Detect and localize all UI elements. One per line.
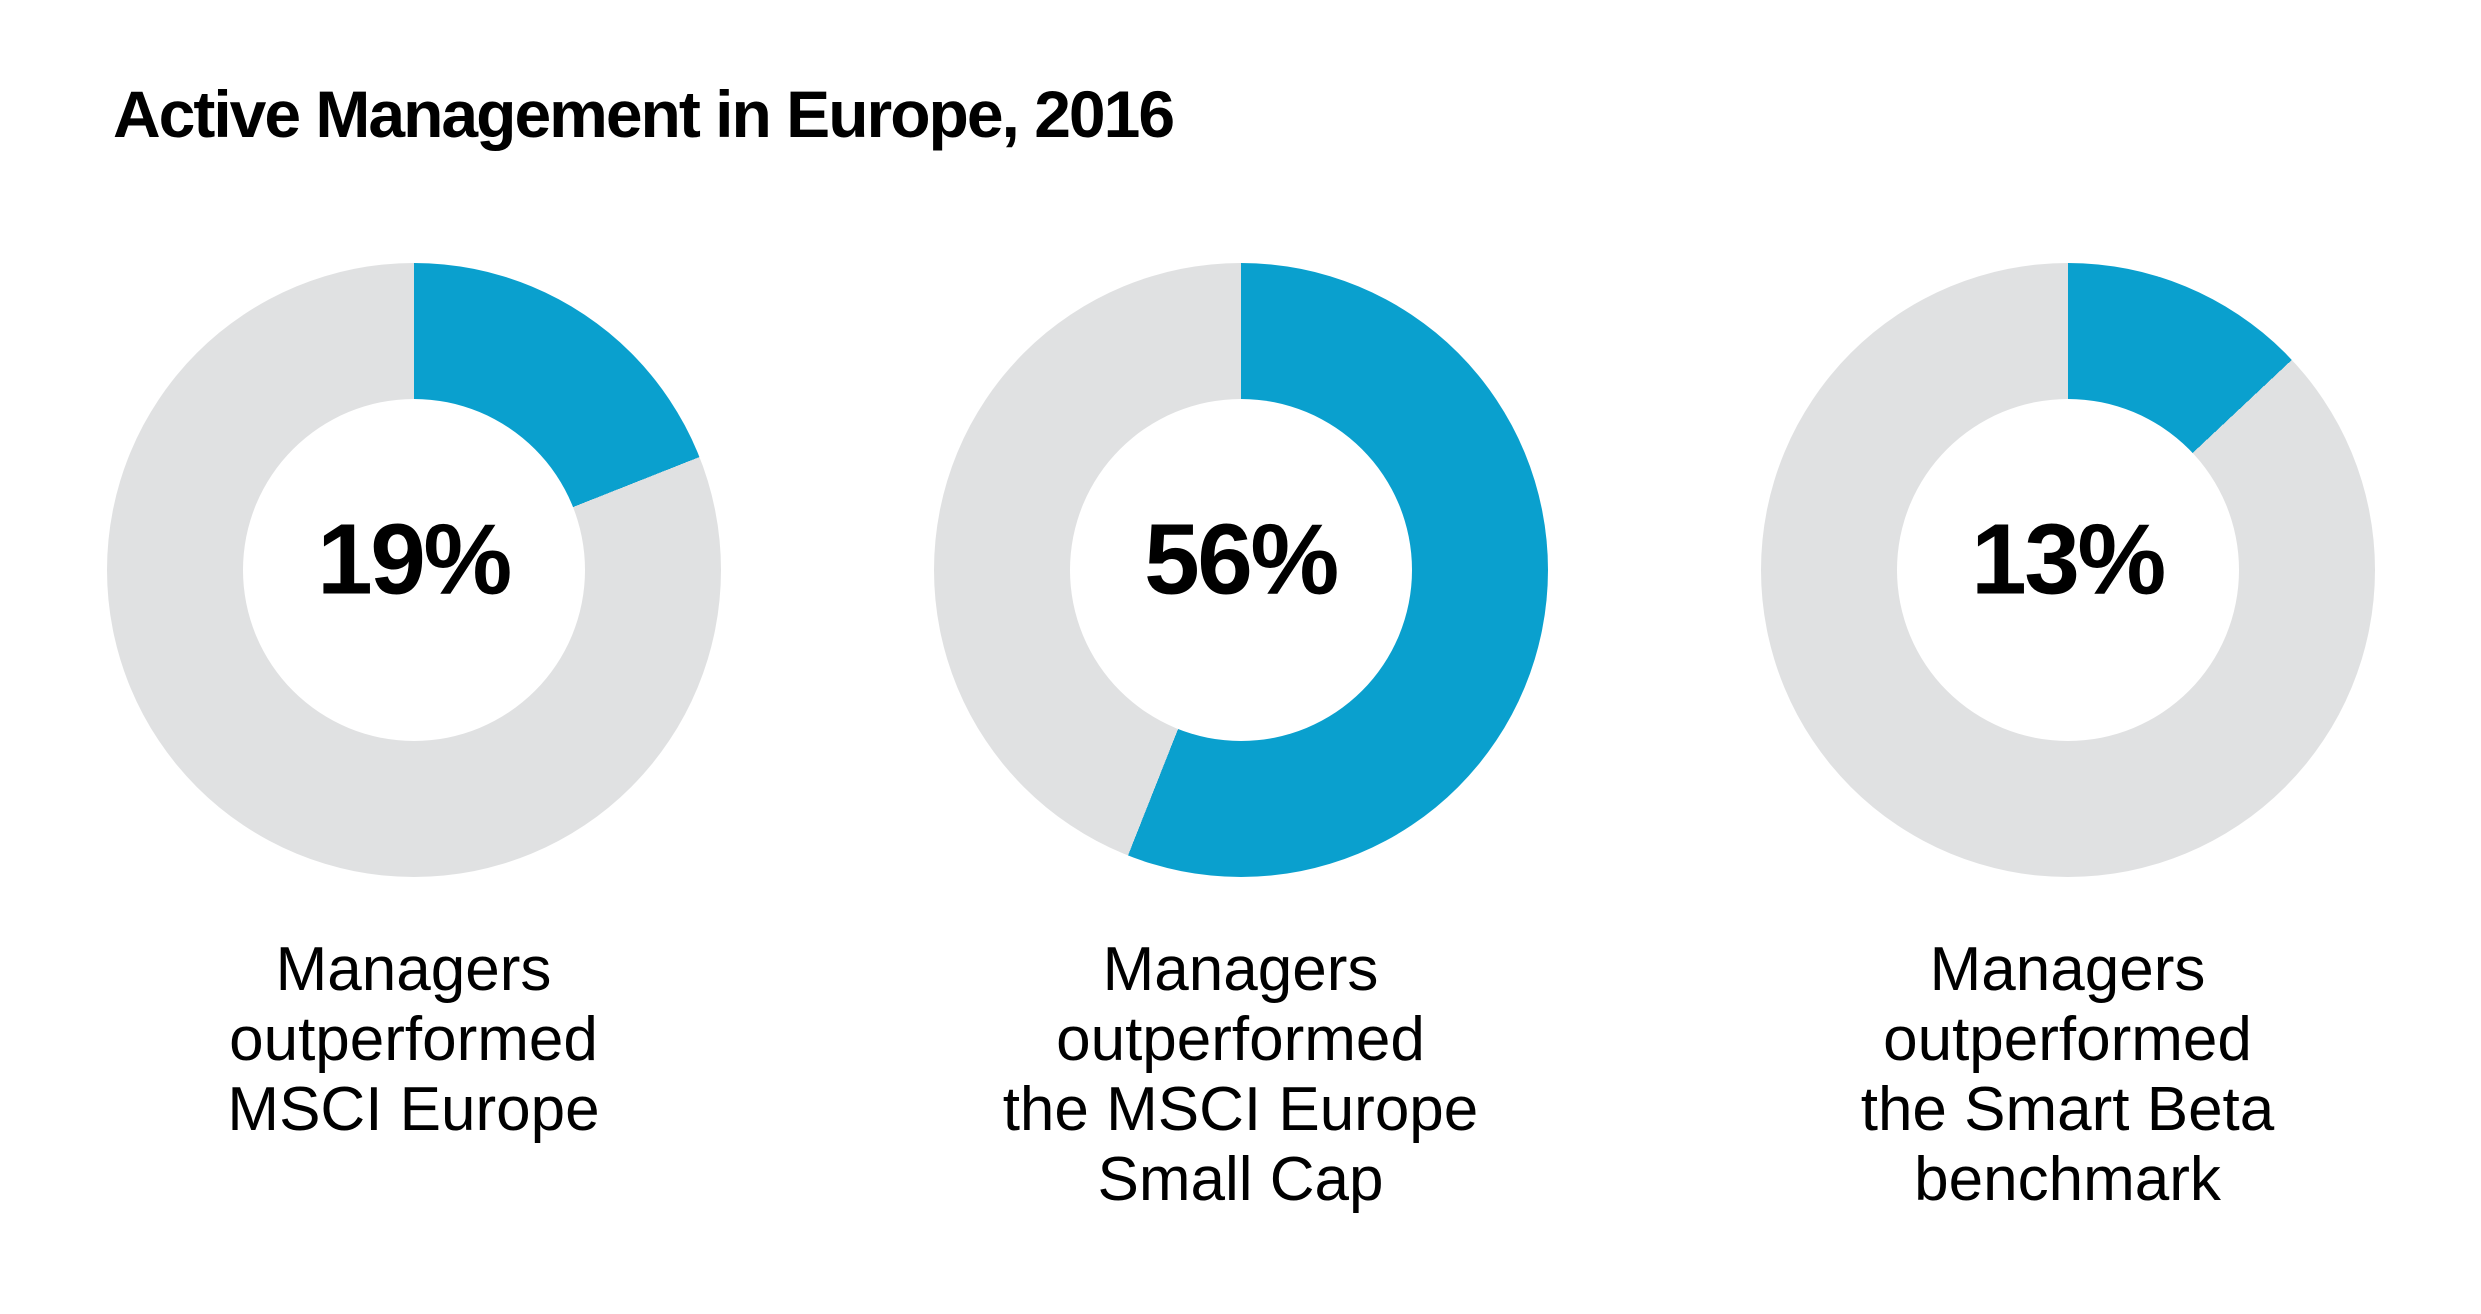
caption-line: the MSCI Europe <box>1002 1075 1479 1144</box>
caption-line: outperformed <box>1056 1005 1425 1074</box>
donut-caption: Managers outperformed MSCI Europe <box>227 935 599 1145</box>
donut-caption: Managers outperformed the Smart Beta ben… <box>1861 935 2275 1215</box>
donut-ring: 19% <box>106 263 721 877</box>
donut-chart-msci-europe: 19% Managers outperformed MSCI Europe <box>0 263 827 1215</box>
caption-line: Managers <box>1102 935 1379 1004</box>
donut-value-label: 56% <box>1144 503 1339 616</box>
caption-line: benchmark <box>1914 1145 2221 1214</box>
donut-charts-row: 19% Managers outperformed MSCI Europe 56… <box>0 263 2481 1215</box>
donut-hole <box>1896 399 2239 741</box>
chart-title: Active Management in Europe, 2016 <box>113 77 1175 151</box>
donut-caption: Managers outperformed the MSCI Europe Sm… <box>1003 935 1479 1215</box>
donut-chart-smart-beta: 13% Managers outperformed the Smart Beta… <box>1654 263 2481 1215</box>
donut-hole <box>1069 399 1412 741</box>
donut-value-label: 13% <box>1971 503 2166 616</box>
donut-hole <box>242 399 585 741</box>
caption-line: Managers <box>1929 935 2206 1004</box>
caption-line: MSCI Europe <box>227 1075 600 1144</box>
caption-line: Small Cap <box>1097 1145 1384 1214</box>
donut-chart-msci-europe-small-cap: 56% Managers outperformed the MSCI Europ… <box>827 263 1654 1215</box>
caption-line: outperformed <box>229 1005 598 1074</box>
caption-line: Managers <box>275 935 552 1004</box>
donut-ring: 56% <box>933 263 1548 877</box>
caption-line: outperformed <box>1883 1005 2252 1074</box>
caption-line: the Smart Beta <box>1860 1075 2275 1144</box>
donut-ring: 13% <box>1760 263 2375 877</box>
donut-value-label: 19% <box>317 503 512 616</box>
